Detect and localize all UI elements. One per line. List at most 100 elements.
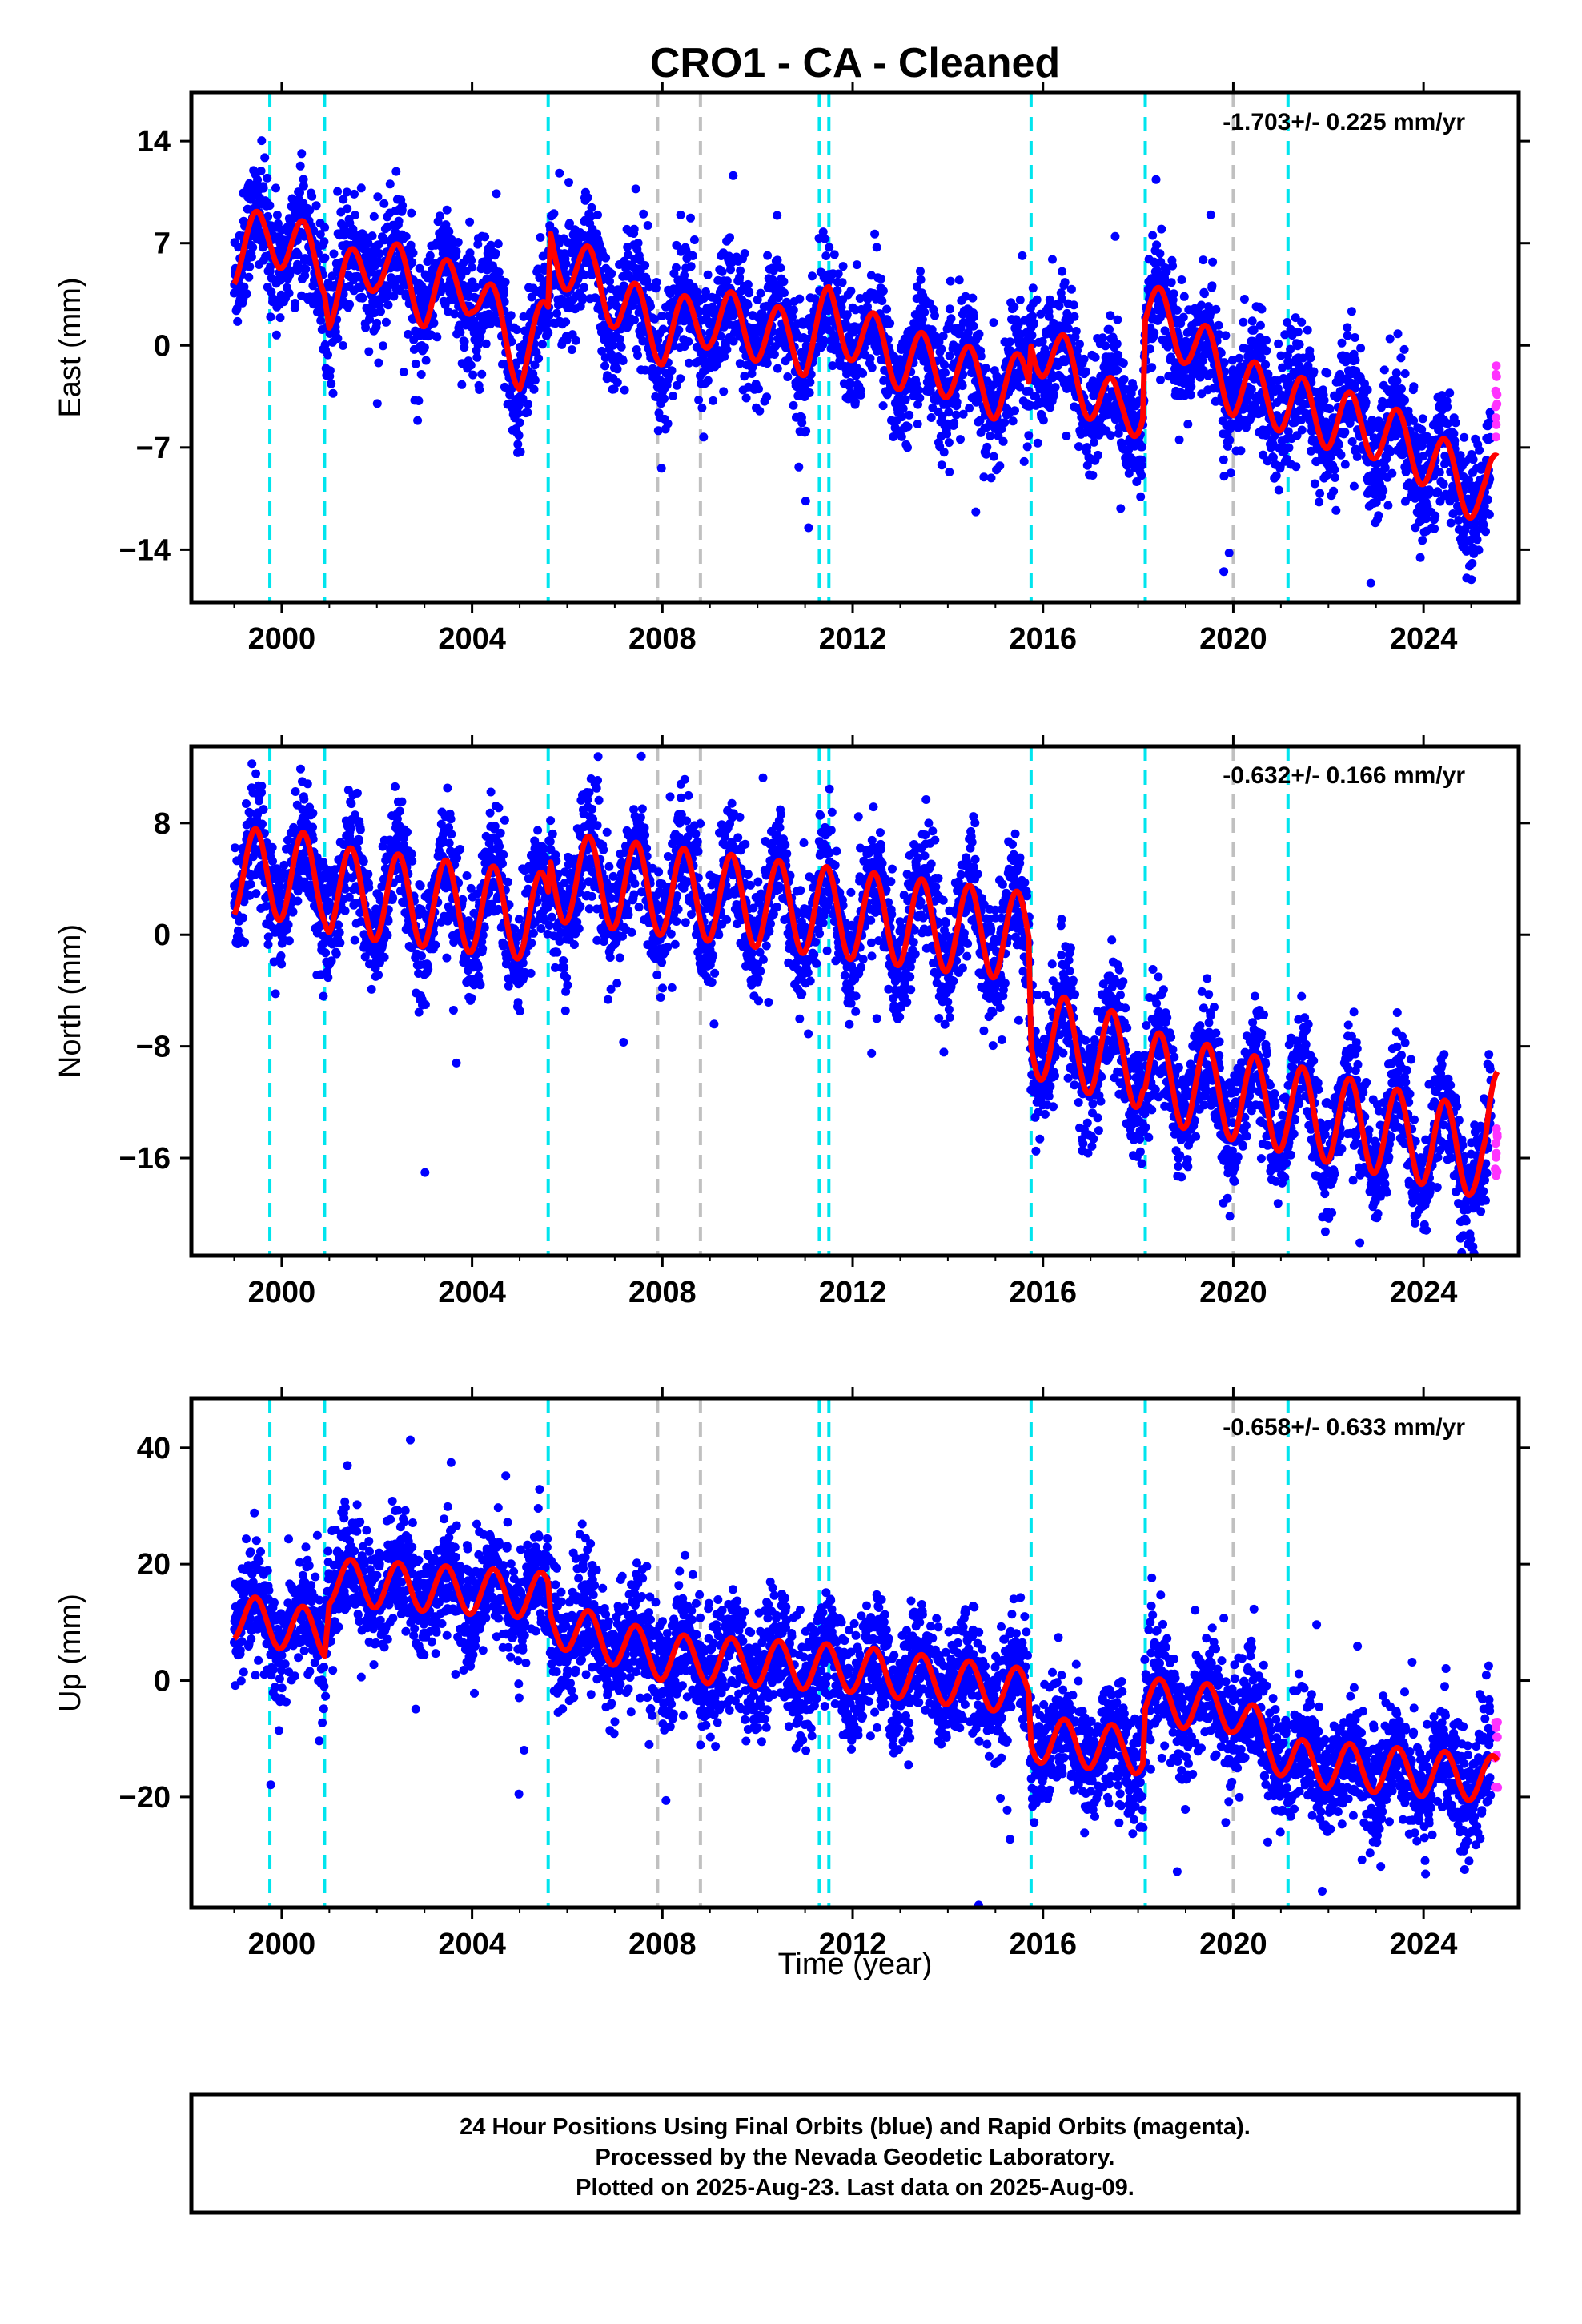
data-point — [1363, 385, 1372, 395]
data-point — [703, 270, 713, 279]
data-point — [870, 229, 880, 239]
data-point — [239, 282, 249, 292]
data-point — [367, 231, 377, 241]
data-point — [779, 277, 789, 287]
data-point — [441, 220, 451, 230]
data-point — [1208, 257, 1218, 267]
data-point — [1098, 333, 1107, 343]
data-point — [882, 304, 892, 314]
data-point — [1310, 479, 1319, 489]
data-point — [829, 250, 839, 259]
data-point — [555, 168, 564, 178]
data-point — [804, 523, 813, 533]
data-point — [561, 259, 571, 268]
data-point — [530, 360, 540, 370]
data-point — [726, 265, 735, 275]
data-point — [1352, 452, 1362, 461]
data-point — [1446, 518, 1456, 528]
data-point — [982, 442, 992, 452]
data-point — [1343, 323, 1352, 332]
data-point — [519, 312, 528, 321]
data-point — [538, 251, 548, 261]
data-point — [263, 173, 272, 183]
data-point — [248, 243, 258, 252]
data-point — [776, 263, 785, 273]
data-point — [607, 269, 616, 279]
data-point — [763, 251, 773, 260]
data-point — [915, 393, 925, 403]
data-point — [1481, 527, 1490, 537]
data-point — [950, 418, 959, 428]
data-point — [342, 187, 351, 197]
data-point — [956, 435, 965, 444]
data-point — [1066, 284, 1076, 294]
data-point — [685, 358, 693, 368]
data-point — [876, 274, 885, 283]
data-point — [1148, 231, 1158, 240]
data-point — [1391, 368, 1401, 378]
data-point — [1113, 365, 1122, 375]
data-point — [629, 224, 639, 234]
data-point — [552, 308, 561, 318]
data-point — [500, 277, 510, 287]
data-point — [1468, 455, 1478, 464]
data-point — [429, 318, 439, 328]
data-point — [1138, 442, 1147, 452]
data-point — [480, 232, 490, 242]
data-point — [1340, 460, 1350, 469]
data-point — [333, 187, 343, 196]
data-point — [970, 312, 978, 321]
data-point — [563, 238, 572, 247]
data-point — [1349, 481, 1359, 491]
data-point — [856, 390, 865, 400]
data-point — [652, 278, 661, 287]
data-point — [667, 366, 677, 376]
data-point — [316, 316, 326, 325]
data-point — [1443, 402, 1452, 412]
data-point — [1319, 396, 1329, 405]
data-point — [420, 343, 429, 352]
data-point — [686, 262, 696, 271]
data-point — [686, 213, 695, 223]
data-point — [1347, 307, 1356, 316]
data-point — [805, 377, 815, 387]
rapid-data-point — [1492, 432, 1500, 442]
data-point — [773, 364, 782, 373]
data-point — [1207, 281, 1217, 291]
data-point — [373, 192, 383, 202]
data-point — [945, 468, 954, 476]
data-point — [1006, 337, 1015, 347]
data-point — [1297, 425, 1307, 435]
data-point — [381, 317, 391, 327]
data-point — [339, 195, 348, 204]
data-point — [716, 332, 725, 341]
data-point — [1297, 317, 1307, 327]
data-point — [327, 379, 336, 388]
data-point — [564, 178, 573, 187]
data-point — [1093, 450, 1102, 460]
data-point — [1199, 289, 1209, 299]
data-point — [633, 239, 643, 247]
data-point — [1383, 501, 1393, 510]
data-point — [1000, 418, 1010, 428]
data-point — [251, 769, 261, 778]
data-point — [492, 189, 501, 199]
x-tick-label: 2004 — [438, 622, 506, 656]
data-point — [1150, 328, 1159, 338]
data-point — [689, 235, 699, 244]
data-point — [453, 238, 463, 247]
data-point — [920, 308, 930, 317]
data-point — [1038, 416, 1048, 425]
data-point — [1048, 255, 1057, 264]
data-point — [1050, 383, 1060, 392]
data-point — [926, 413, 936, 422]
data-point — [1219, 358, 1229, 368]
data-point — [467, 263, 476, 272]
data-point — [472, 352, 482, 362]
data-point — [838, 262, 848, 271]
data-point — [650, 314, 660, 324]
data-point — [542, 319, 552, 328]
data-point — [233, 316, 243, 326]
data-point — [974, 329, 984, 339]
data-point — [374, 240, 383, 250]
